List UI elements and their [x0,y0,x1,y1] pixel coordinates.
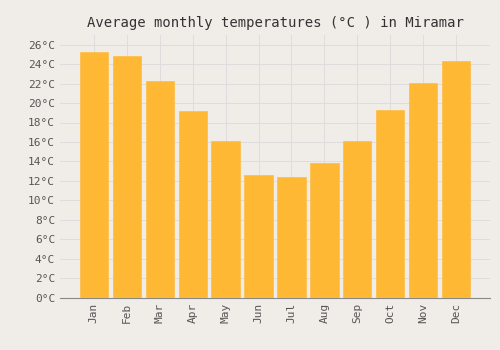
Bar [80,51,108,298]
Bar [244,175,272,298]
Bar [178,111,206,298]
Bar [212,141,240,298]
Bar [410,83,438,298]
Bar [310,163,338,298]
Bar [344,141,371,298]
Title: Average monthly temperatures (°C ) in Miramar: Average monthly temperatures (°C ) in Mi… [86,16,464,30]
Bar [146,81,174,298]
Bar [442,61,470,298]
Bar [112,56,140,298]
Bar [278,177,305,298]
Bar [376,110,404,298]
